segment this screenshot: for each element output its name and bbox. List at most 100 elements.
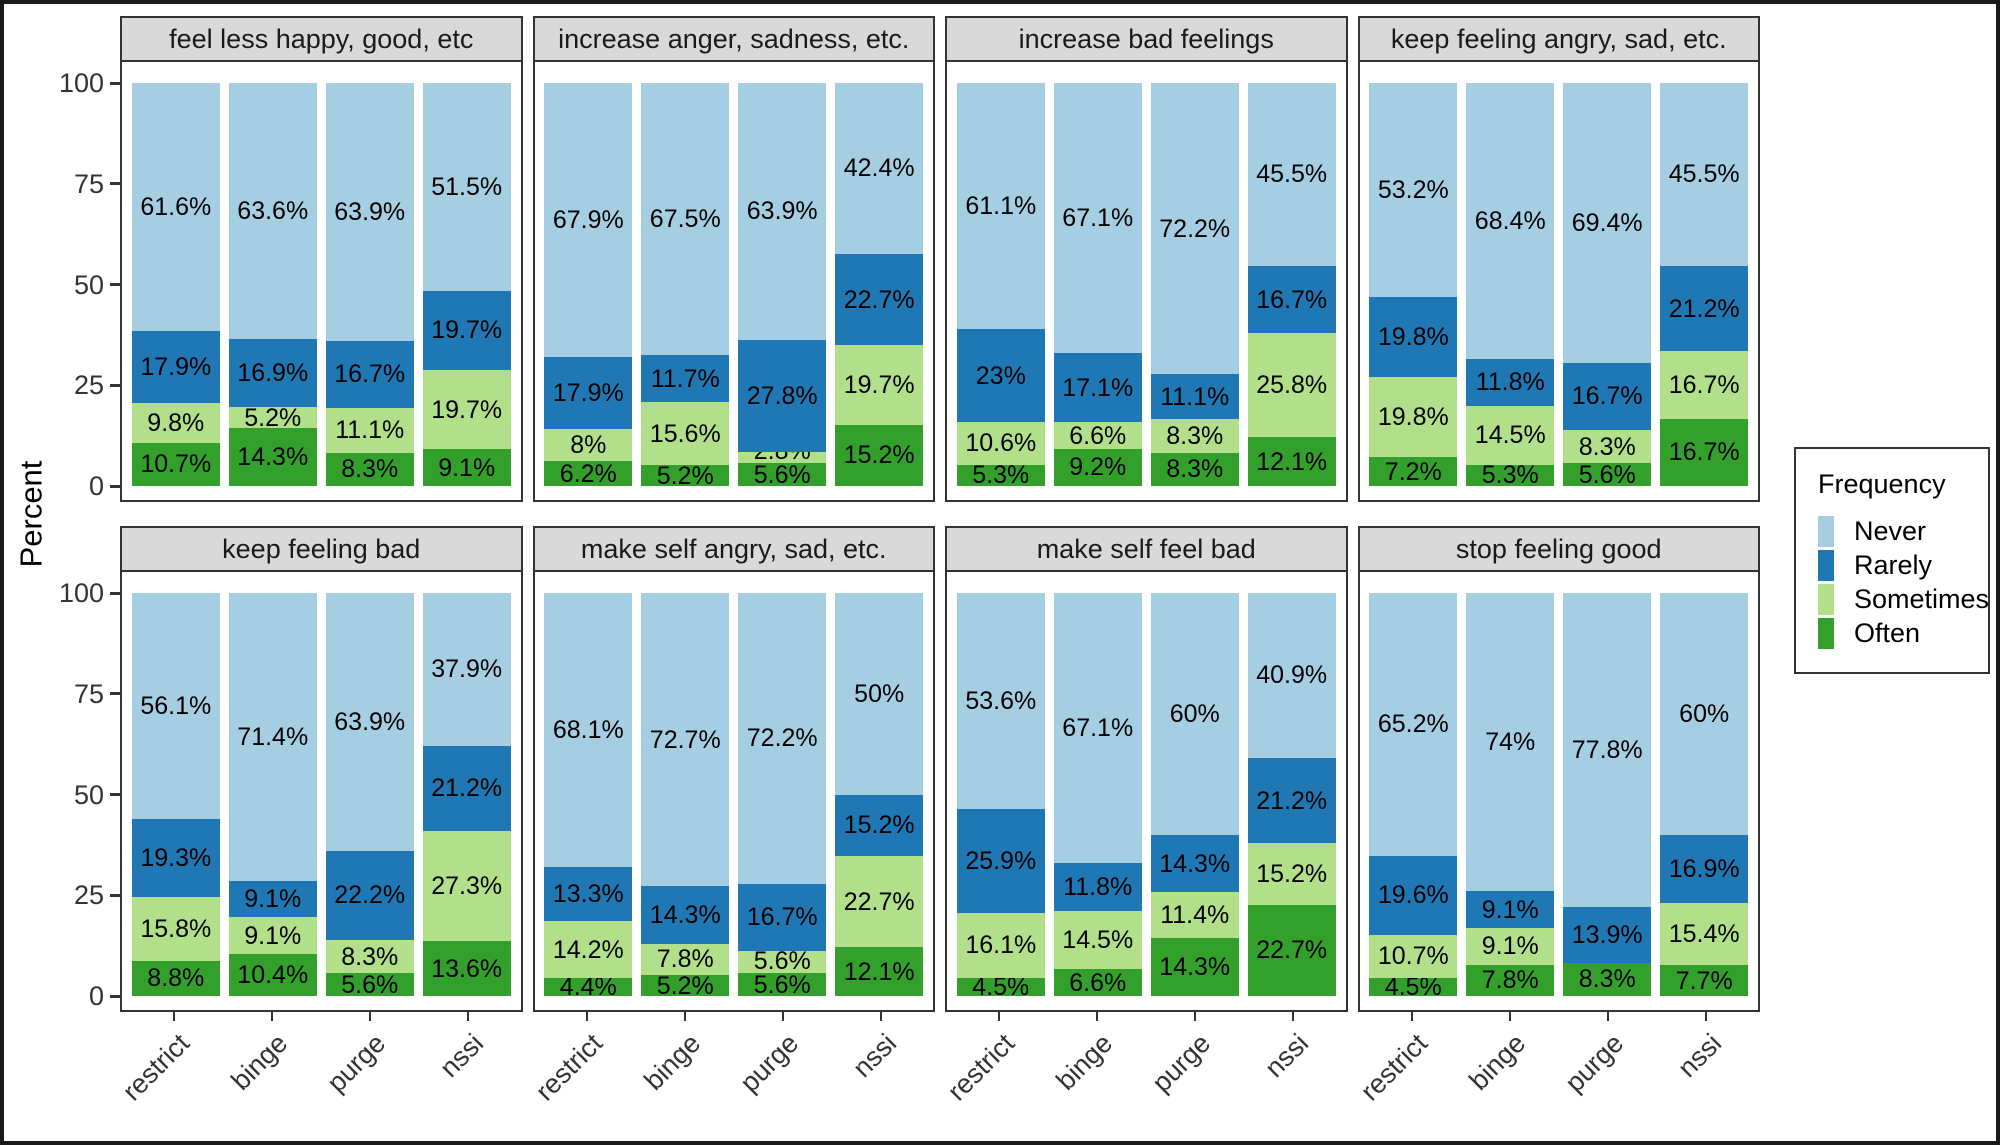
x-tick-label: restrict bbox=[117, 1028, 196, 1107]
y-tick-mark bbox=[110, 994, 120, 998]
facet-title: increase bad feelings bbox=[947, 18, 1346, 62]
facet-title: keep feeling bad bbox=[122, 528, 521, 572]
legend-swatch-rarely bbox=[1818, 550, 1834, 581]
bar-segment-never bbox=[835, 83, 924, 254]
bar-area: 10.7% 9.8% 17.9% 61.6% 14.3% 5.2% 16.9% 63.6% 8.… bbox=[122, 83, 521, 486]
panel-plot: 8.8% 15.8% 19.3% 56.1% 10.4% 9.1% 9.1% 71.4% 5.6… bbox=[122, 572, 521, 1010]
bar-segment-sometimes bbox=[131, 403, 220, 443]
facet-title: make self angry, sad, etc. bbox=[534, 528, 933, 572]
bar-value-label: 13.6% bbox=[431, 954, 503, 983]
bar-value-label: 10.4% bbox=[237, 961, 309, 990]
bar-area: 4.5% 10.7% 19.6% 65.2% 7.8% 9.1% 9.1% 74% 8.3% 13… bbox=[1360, 593, 1759, 1000]
bar-segment-never bbox=[1369, 83, 1458, 298]
facet-title: make self feel bad bbox=[947, 528, 1346, 572]
bar-value-label: 4.4% bbox=[559, 973, 617, 1002]
bar-value-label: 10.7% bbox=[140, 450, 212, 479]
bar-value-label: 45.5% bbox=[1256, 160, 1328, 189]
bar-segment-often bbox=[228, 954, 317, 996]
y-tick-mark bbox=[110, 591, 120, 595]
x-tick-mark bbox=[369, 1012, 372, 1021]
stacked-bar-restrict: 4.5% 16.1% 25.9% 53.6% bbox=[956, 592, 1045, 1000]
bar-value-label: 60% bbox=[1169, 699, 1220, 728]
legend-item: Rarely bbox=[1818, 550, 1980, 581]
y-tick-label: 50 bbox=[73, 269, 104, 300]
bar-segment-rarely bbox=[1150, 374, 1239, 420]
x-tick-mark bbox=[1292, 1012, 1295, 1021]
legend-column: Frequency Never Rarely Sometimes Often bbox=[1760, 16, 1992, 1133]
bar-value-label: 12.1% bbox=[1256, 447, 1328, 476]
y-tick-mark bbox=[110, 81, 120, 85]
bar-area: 6.2% 8% 17.9% 67.9% 5.2% 15.6% 11.7% 67.5% 5.6% 2… bbox=[535, 82, 934, 489]
bar-segment-rarely bbox=[1247, 757, 1336, 844]
x-tick-mark bbox=[1194, 1012, 1197, 1021]
bar-segment-often bbox=[544, 978, 633, 996]
bar-segment-sometimes bbox=[422, 369, 511, 450]
legend-item: Never bbox=[1818, 516, 1980, 547]
bar-segment-often bbox=[1563, 962, 1652, 996]
bar-segment-often bbox=[738, 463, 827, 486]
bar-segment-sometimes bbox=[738, 452, 827, 464]
bar-segment-rarely bbox=[835, 253, 924, 346]
bar-value-label: 63.9% bbox=[334, 197, 406, 226]
x-tick-mark bbox=[1704, 1012, 1707, 1021]
bar-segment-often bbox=[1150, 938, 1239, 996]
bar-value-label: 9.1% bbox=[1481, 895, 1539, 924]
y-axis-title: Percent bbox=[13, 460, 48, 568]
bar-value-label: 16.7% bbox=[1668, 371, 1740, 400]
bar-segment-never bbox=[738, 592, 827, 884]
bar-value-label: 9.1% bbox=[244, 885, 302, 914]
bar-segment-never bbox=[131, 83, 220, 332]
bar-value-label: 11.1% bbox=[1160, 382, 1230, 411]
x-tick-mark bbox=[1410, 1012, 1413, 1021]
bar-segment-never bbox=[1563, 593, 1652, 907]
bar-value-label: 14.5% bbox=[1474, 421, 1546, 450]
bar-segment-rarely bbox=[544, 356, 633, 429]
stacked-bar-restrict: 7.2% 19.8% 19.8% 53.2% bbox=[1369, 83, 1458, 486]
bar-value-label: 72.2% bbox=[746, 724, 818, 753]
bar-segment-rarely bbox=[641, 355, 730, 403]
bar-segment-sometimes bbox=[422, 831, 511, 942]
bar-segment-often bbox=[1053, 969, 1142, 996]
bar-segment-sometimes bbox=[1247, 333, 1336, 438]
bar-value-label: 9.1% bbox=[244, 921, 302, 950]
bar-value-label: 22.2% bbox=[334, 881, 406, 910]
bar-value-label: 16.9% bbox=[237, 359, 309, 388]
bar-segment-rarely bbox=[1660, 265, 1749, 352]
bar-value-label: 8.3% bbox=[341, 455, 399, 484]
stacked-bar-nssi: 12.1% 22.7% 15.2% 50% bbox=[835, 593, 924, 996]
bar-value-label: 15.4% bbox=[1668, 919, 1740, 948]
bar-value-label: 19.6% bbox=[1377, 881, 1449, 910]
y-tick-label: 75 bbox=[73, 168, 104, 199]
bar-value-label: 11.4% bbox=[1160, 901, 1230, 930]
bar-value-label: 11.8% bbox=[1475, 368, 1545, 397]
bar-value-label: 14.2% bbox=[552, 935, 624, 964]
bar-segment-often bbox=[422, 449, 511, 486]
bar-segment-sometimes bbox=[544, 921, 633, 979]
bar-value-label: 22.7% bbox=[843, 887, 915, 916]
bar-segment-rarely bbox=[1369, 855, 1458, 935]
y-tick-label: 0 bbox=[88, 981, 104, 1011]
bar-value-label: 27.8% bbox=[746, 382, 818, 411]
bar-segment-often bbox=[131, 960, 220, 996]
bar-value-label: 63.9% bbox=[334, 707, 406, 736]
stacked-bar-binge: 10.4% 9.1% 9.1% 71.4% bbox=[228, 593, 317, 996]
bar-segment-never bbox=[228, 593, 317, 881]
facet-panel: make self feel bad 4.5% 16.1% 25.9% 53.6% 6.6… bbox=[945, 526, 1348, 1012]
x-tick-label: purge bbox=[733, 1028, 804, 1099]
x-tick-label: purge bbox=[321, 1028, 392, 1099]
bar-segment-often bbox=[1660, 964, 1749, 996]
x-axis-row: restrict binge purge nssi restrict binge purge… bbox=[54, 1012, 1760, 1133]
bar-value-label: 7.7% bbox=[1675, 966, 1733, 995]
bar-segment-never bbox=[1369, 593, 1458, 856]
bar-value-label: 19.7% bbox=[431, 395, 503, 424]
bar-segment-sometimes bbox=[1466, 927, 1555, 965]
bar-segment-rarely bbox=[956, 329, 1045, 422]
bar-area: 4.4% 14.2% 13.3% 68.1% 5.2% 7.8% 14.3% 72.7% 5.6… bbox=[535, 592, 934, 1000]
y-axis-ticks-top: 100 75 50 25 0 bbox=[54, 16, 120, 502]
bar-value-label: 53.2% bbox=[1377, 176, 1449, 205]
y-tick-mark bbox=[110, 893, 120, 897]
bar-segment-never bbox=[1466, 83, 1555, 359]
bar-segment-never bbox=[738, 82, 827, 341]
facet-title: feel less happy, good, etc bbox=[122, 18, 521, 62]
